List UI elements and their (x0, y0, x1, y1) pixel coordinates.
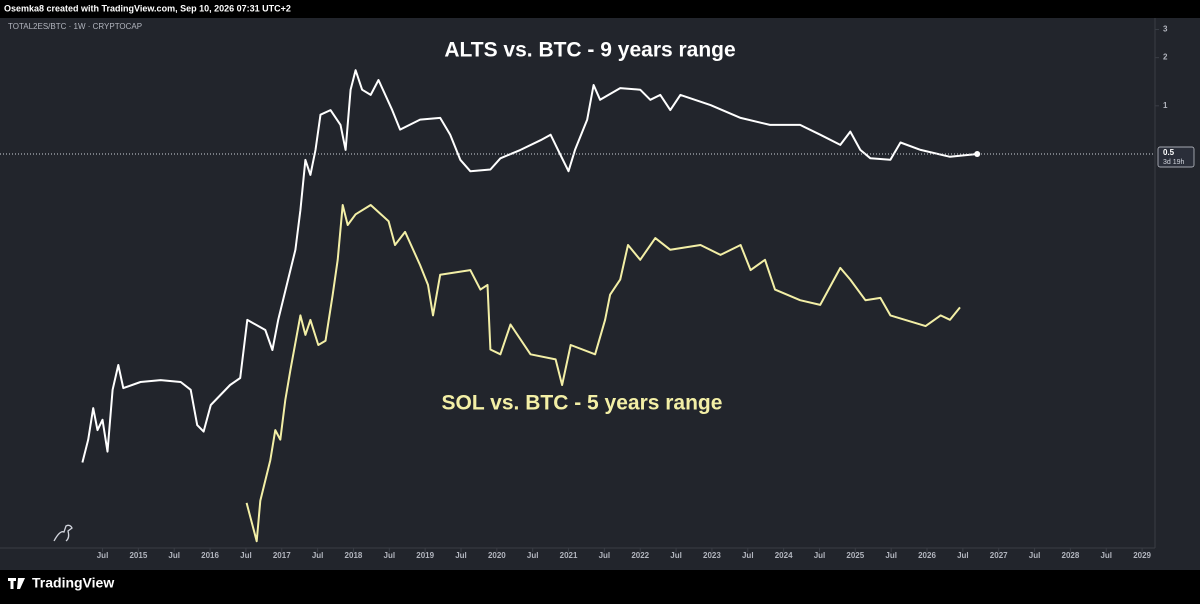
x-tick-label: Jul (168, 551, 180, 560)
dino-icon (53, 524, 73, 542)
x-tick-label: 2015 (129, 551, 147, 560)
last-point (974, 150, 981, 157)
last-price-label: 0.5 (1163, 148, 1175, 157)
chart-panel (0, 18, 1200, 570)
series-line (245, 204, 961, 543)
x-tick-label: 2028 (1062, 551, 1080, 560)
x-tick-label: 2023 (703, 551, 721, 560)
byline: Osemka8 created with TradingView.com, Se… (4, 3, 291, 13)
annotation: ALTS vs. BTC - 9 years range (444, 39, 735, 62)
annotation: SOL vs. BTC - 5 years range (442, 392, 723, 415)
x-tick-label: Jul (312, 551, 324, 560)
x-tick-label: Jul (384, 551, 396, 560)
x-tick-label: Jul (599, 551, 611, 560)
x-tick-label: Jul (814, 551, 826, 560)
x-tick-label: 2025 (846, 551, 864, 560)
x-tick-label: 2027 (990, 551, 1008, 560)
x-tick-label: 2016 (201, 551, 219, 560)
x-tick-label: 2017 (273, 551, 291, 560)
x-tick-label: 2029 (1133, 551, 1151, 560)
y-tick-label: 2 (1163, 53, 1168, 62)
x-tick-label: Jul (527, 551, 539, 560)
x-tick-label: Jul (240, 551, 252, 560)
countdown: 3d 19h (1163, 159, 1185, 166)
x-tick-label: Jul (742, 551, 754, 560)
series-line (81, 69, 978, 463)
x-tick-label: Jul (670, 551, 682, 560)
x-tick-label: Jul (1029, 551, 1041, 560)
x-tick-label: 2026 (918, 551, 936, 560)
x-tick-label: Jul (885, 551, 897, 560)
symbol: TOTAL2ES/BTC · 1W · CRYPTOCAP (8, 22, 142, 31)
brand: TradingView (32, 575, 114, 591)
logo-icon (53, 524, 73, 542)
x-tick-label: Jul (1100, 551, 1112, 560)
x-tick-label: 2018 (345, 551, 363, 560)
x-tick-label: 2024 (775, 551, 793, 560)
brand-icon (8, 578, 25, 589)
footer-logo: TradingView (8, 575, 114, 591)
y-tick-label: 3 (1163, 25, 1168, 34)
y-tick-label: 1 (1163, 101, 1168, 110)
last-price-box (1157, 146, 1195, 168)
x-tick-label: 2022 (631, 551, 649, 560)
x-tick-label: 2020 (488, 551, 506, 560)
x-tick-label: Jul (957, 551, 969, 560)
x-tick-label: Jul (97, 551, 109, 560)
x-tick-label: Jul (455, 551, 467, 560)
x-tick-label: 2019 (416, 551, 434, 560)
x-tick-label: 2021 (560, 551, 578, 560)
